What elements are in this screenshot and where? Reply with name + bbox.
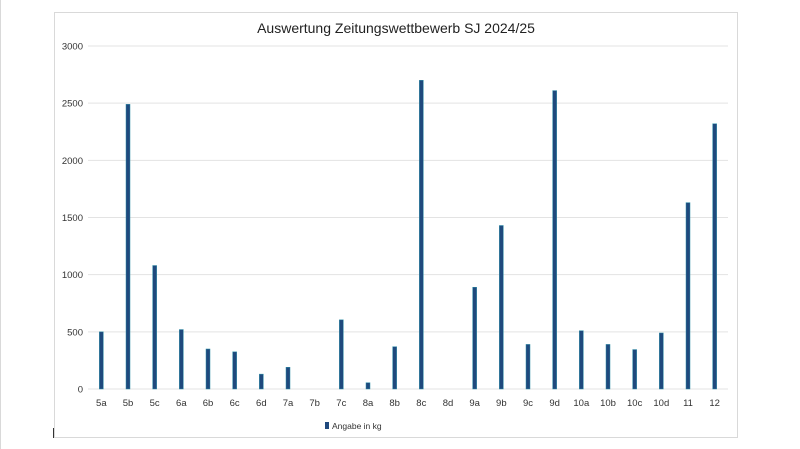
x-tick-label: 10a [573,398,590,409]
bar-7c [339,319,344,390]
x-tick-label: 7a [283,398,294,409]
gridlines [88,45,728,390]
x-tick-label: 6a [176,398,187,409]
legend-swatch [325,422,329,429]
x-tick-label: 7c [336,398,346,409]
y-tick-label: 2000 [62,156,83,167]
x-tick-label: 9c [523,398,533,409]
bar-9b [499,225,504,390]
chart-title: Auswertung Zeitungswettbewerb SJ 2024/25 [257,20,535,36]
bars [99,80,717,390]
bar-8b [392,346,397,390]
x-tick-label: 6b [203,398,214,409]
bar-9c [525,344,531,390]
x-tick-label: 8d [443,398,454,409]
x-tick-label: 9a [469,398,480,409]
x-tick-label: 7b [309,398,320,409]
x-axis-ticks: 5a 5b 5c 6a 6b 6c 6d 7a 7b 7c 8a 8b 8c 8d 9a 9b 9c 9d 10a 1… [96,398,720,409]
bar-10c [632,349,637,390]
y-tick-label: 0 [78,385,83,396]
x-tick-label: 10d [653,398,669,409]
y-tick-label: 1000 [62,270,83,281]
y-tick-label: 2500 [62,99,83,110]
text-cursor [53,428,54,438]
x-tick-label: 5a [96,398,107,409]
x-tick-label: 8b [389,398,400,409]
bar-10d [659,332,664,390]
bar-6a [179,329,184,390]
y-tick-label: 500 [67,327,83,338]
y-tick-label: 3000 [62,42,83,53]
x-tick-label: 9d [549,398,560,409]
bar-11 [685,202,691,390]
legend: Angabe in kg [325,421,382,431]
bar-5c [152,265,157,390]
y-axis-ticks: 0 500 1000 1500 2000 2500 3000 [62,42,83,396]
bar-5a [99,331,104,390]
bar-6d [259,373,264,390]
bar-9d [552,90,557,390]
y-tick-label: 1500 [62,213,83,224]
bar-9a [472,286,477,390]
x-tick-label: 10b [600,398,616,409]
x-tick-label: 5b [123,398,134,409]
bar-8a [365,382,371,390]
x-tick-label: 9b [496,398,507,409]
bar-10b [605,344,611,390]
x-tick-label: 8c [416,398,426,409]
legend-label: Angabe in kg [332,421,382,431]
x-tick-label: 11 [683,398,693,409]
window-edge [0,0,1,449]
bar-5b [125,104,131,390]
bar-6c [232,351,237,390]
bar-12 [712,123,717,390]
x-tick-label: 5c [150,398,160,409]
bar-10a [579,330,584,390]
x-tick-label: 8a [363,398,374,409]
x-tick-label: 6d [256,398,267,409]
bar-6b [205,348,211,390]
bar-7a [285,367,291,390]
x-tick-label: 10c [627,398,643,409]
x-tick-label: 6c [230,398,240,409]
bar-8c [419,80,424,390]
x-tick-label: 12 [709,398,720,409]
